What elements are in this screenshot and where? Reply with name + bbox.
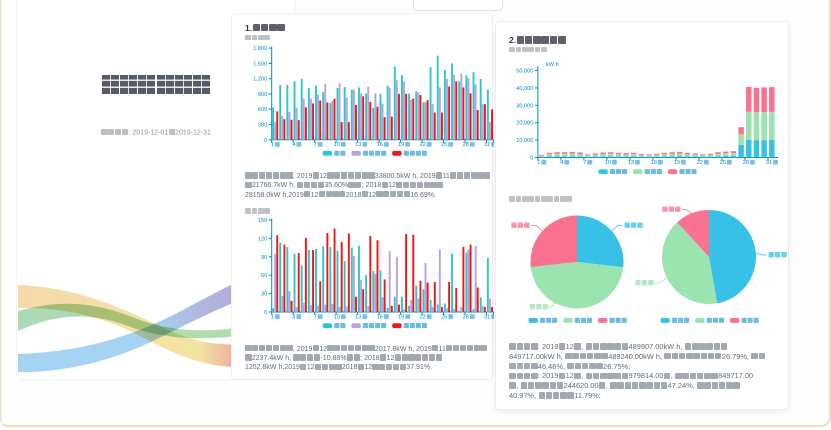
svg-text:20,000: 20,000 <box>516 121 533 127</box>
svg-text:19: 19 <box>674 160 680 166</box>
svg-text:13: 13 <box>355 142 361 148</box>
svg-text:1,800: 1,800 <box>253 46 267 52</box>
svg-text:28: 28 <box>463 142 469 148</box>
svg-text:25: 25 <box>441 142 447 148</box>
svg-text:28: 28 <box>743 160 749 166</box>
svg-text:25: 25 <box>720 160 726 166</box>
svg-text:31: 31 <box>766 160 772 166</box>
svg-text:1,200: 1,200 <box>253 77 267 83</box>
svg-text:4: 4 <box>292 314 295 320</box>
svg-text:10: 10 <box>334 142 340 148</box>
svg-text:900: 900 <box>258 92 267 98</box>
svg-text:1,500: 1,500 <box>253 61 267 67</box>
svg-text:31: 31 <box>484 142 490 148</box>
svg-text:1: 1 <box>271 142 274 148</box>
svg-text:22: 22 <box>420 142 426 148</box>
svg-text:90: 90 <box>261 255 267 261</box>
svg-text:50,000: 50,000 <box>516 69 533 75</box>
svg-text:4: 4 <box>560 160 563 166</box>
svg-text:13: 13 <box>355 314 361 320</box>
svg-text:10,000: 10,000 <box>516 138 533 144</box>
svg-text:150: 150 <box>258 218 267 224</box>
svg-text:120: 120 <box>258 236 267 242</box>
svg-text:1: 1 <box>537 160 540 166</box>
svg-text:10: 10 <box>605 160 611 166</box>
svg-text:7: 7 <box>314 142 317 148</box>
svg-text:16: 16 <box>651 160 657 166</box>
svg-text:60: 60 <box>261 273 267 279</box>
svg-text:10: 10 <box>334 314 340 320</box>
svg-text:19: 19 <box>398 314 404 320</box>
svg-text:30,000: 30,000 <box>516 103 533 109</box>
svg-text:7: 7 <box>583 160 586 166</box>
svg-text:600: 600 <box>258 107 267 113</box>
svg-text:4: 4 <box>292 142 295 148</box>
svg-text:25: 25 <box>441 314 447 320</box>
svg-text:300: 300 <box>258 123 267 129</box>
svg-text:kW h: kW h <box>546 62 559 68</box>
svg-text:19: 19 <box>398 142 404 148</box>
svg-text:0: 0 <box>264 138 267 144</box>
svg-text:30: 30 <box>261 292 267 298</box>
svg-text:1: 1 <box>271 314 274 320</box>
svg-text:28: 28 <box>463 314 469 320</box>
svg-text:0: 0 <box>264 310 267 316</box>
svg-text:16: 16 <box>377 142 383 148</box>
svg-text:7: 7 <box>314 314 317 320</box>
svg-text:16: 16 <box>377 314 383 320</box>
svg-text:31: 31 <box>484 314 490 320</box>
svg-text:40,000: 40,000 <box>516 86 533 92</box>
svg-text:22: 22 <box>697 160 703 166</box>
svg-text:22: 22 <box>420 314 426 320</box>
svg-text:0: 0 <box>530 156 533 162</box>
svg-text:13: 13 <box>628 160 634 166</box>
